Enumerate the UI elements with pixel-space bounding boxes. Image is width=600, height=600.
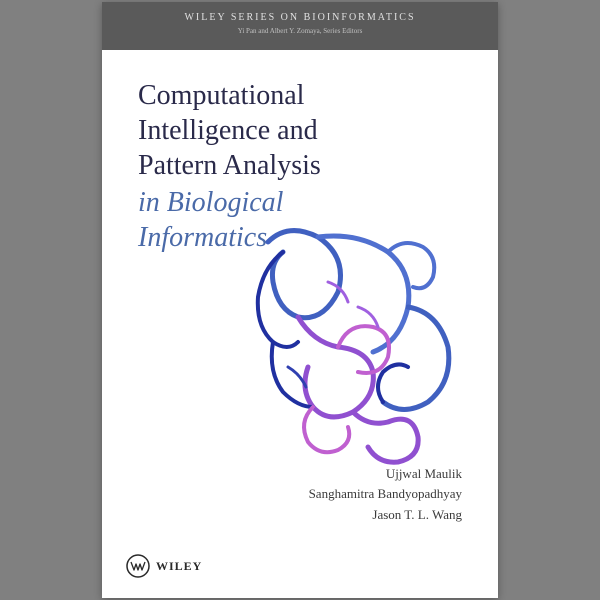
- title-main: Computational Intelligence and Pattern A…: [138, 78, 458, 183]
- title-line-3: Pattern Analysis: [138, 148, 458, 183]
- authors-block: Ujjwal Maulik Sanghamitra Bandyopadhyay …: [309, 464, 462, 526]
- title-line-2: Intelligence and: [138, 113, 458, 148]
- series-title: WILEY SERIES ON BIOINFORMATICS: [102, 12, 498, 23]
- title-line-1: Computational: [138, 78, 458, 113]
- protein-ribbon-illustration: [228, 212, 468, 472]
- author-3: Jason T. L. Wang: [309, 505, 462, 526]
- book-cover: WILEY SERIES ON BIOINFORMATICS Yi Pan an…: [102, 2, 498, 598]
- author-1: Ujjwal Maulik: [309, 464, 462, 485]
- publisher-name: WILEY: [156, 559, 202, 574]
- series-editors: Yi Pan and Albert Y. Zomaya, Series Edit…: [102, 27, 498, 35]
- wiley-logo-icon: [126, 554, 150, 578]
- series-bar: WILEY SERIES ON BIOINFORMATICS Yi Pan an…: [102, 2, 498, 50]
- author-2: Sanghamitra Bandyopadhyay: [309, 484, 462, 505]
- publisher-block: WILEY: [126, 554, 202, 578]
